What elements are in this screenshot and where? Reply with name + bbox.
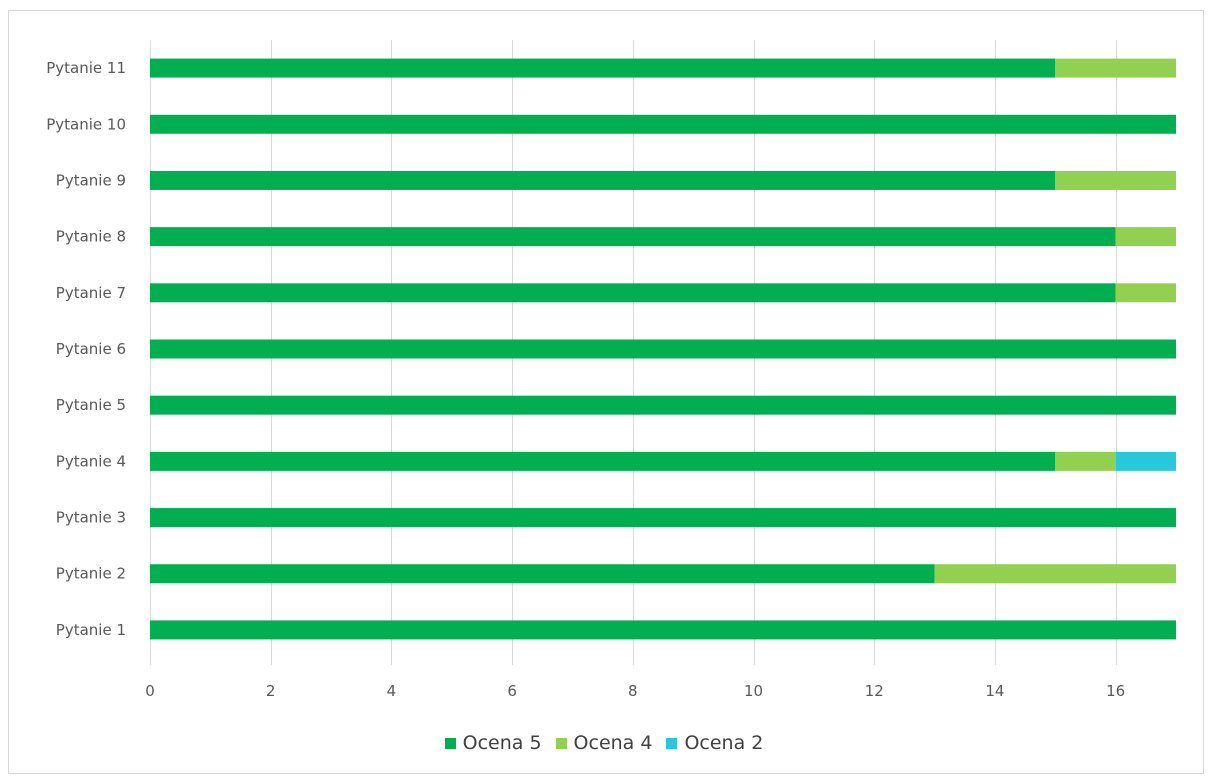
bar-segment <box>150 620 1176 640</box>
bar-segment <box>1115 451 1176 471</box>
y-tick-label: Pytanie 9 <box>56 171 126 189</box>
legend-item: Ocena 5 <box>444 732 542 754</box>
x-axis-labels: 0 2 4 6 8 10 12 14 16 <box>145 682 1125 700</box>
y-tick-label: Pytanie 1 <box>56 621 126 639</box>
bar-segment <box>1055 451 1116 471</box>
legend-label: Ocena 4 <box>573 732 653 754</box>
bar-segment <box>150 395 1176 415</box>
x-tick-label: 0 <box>145 682 155 700</box>
y-tick-label: Pytanie 5 <box>56 396 126 414</box>
bar-segment <box>1055 58 1176 78</box>
bar-segment <box>150 508 1176 528</box>
bar-segment <box>1055 170 1176 190</box>
bars <box>150 58 1176 640</box>
legend-item: Ocena 4 <box>555 732 653 754</box>
x-tick-label: 8 <box>628 682 638 700</box>
bar-segment <box>150 339 1176 359</box>
x-tick-label: 2 <box>266 682 276 700</box>
x-tick-label: 12 <box>865 682 884 700</box>
legend-swatch <box>555 737 567 749</box>
bar-segment <box>150 451 1056 471</box>
bar-segment <box>1115 283 1176 303</box>
x-tick-label: 16 <box>1106 682 1125 700</box>
bar-segment <box>150 170 1056 190</box>
legend-swatch <box>444 737 456 749</box>
y-tick-label: Pytanie 7 <box>56 284 126 302</box>
bar-segment <box>150 564 935 584</box>
y-tick-label: Pytanie 4 <box>56 452 126 470</box>
bar-segment <box>1115 227 1176 247</box>
y-tick-label: Pytanie 11 <box>46 59 126 77</box>
chart-frame <box>8 10 1204 774</box>
legend: Ocena 5 Ocena 4 Ocena 2 <box>0 732 1208 754</box>
x-tick-label: 14 <box>985 682 1004 700</box>
x-tick-label: 10 <box>744 682 763 700</box>
bar-segment <box>150 114 1176 134</box>
legend-item: Ocena 2 <box>666 732 763 754</box>
y-tick-label: Pytanie 2 <box>56 565 126 583</box>
y-tick-label: Pytanie 10 <box>46 115 126 133</box>
legend-label: Ocena 5 <box>462 732 542 754</box>
bar-segment <box>150 283 1116 303</box>
y-tick-label: Pytanie 3 <box>56 509 126 527</box>
y-tick-label: Pytanie 6 <box>56 340 126 358</box>
y-tick-label: Pytanie 8 <box>56 228 126 246</box>
bar-segment <box>934 564 1176 584</box>
x-tick-label: 4 <box>387 682 397 700</box>
bar-segment <box>150 58 1056 78</box>
legend-label: Ocena 2 <box>684 732 764 754</box>
legend-swatch <box>666 737 678 749</box>
bar-segment <box>150 227 1116 247</box>
x-tick-label: 6 <box>507 682 517 700</box>
y-axis-labels: Pytanie 1 Pytanie 2 Pytanie 3 Pytanie 4 Pyta… <box>46 59 126 639</box>
